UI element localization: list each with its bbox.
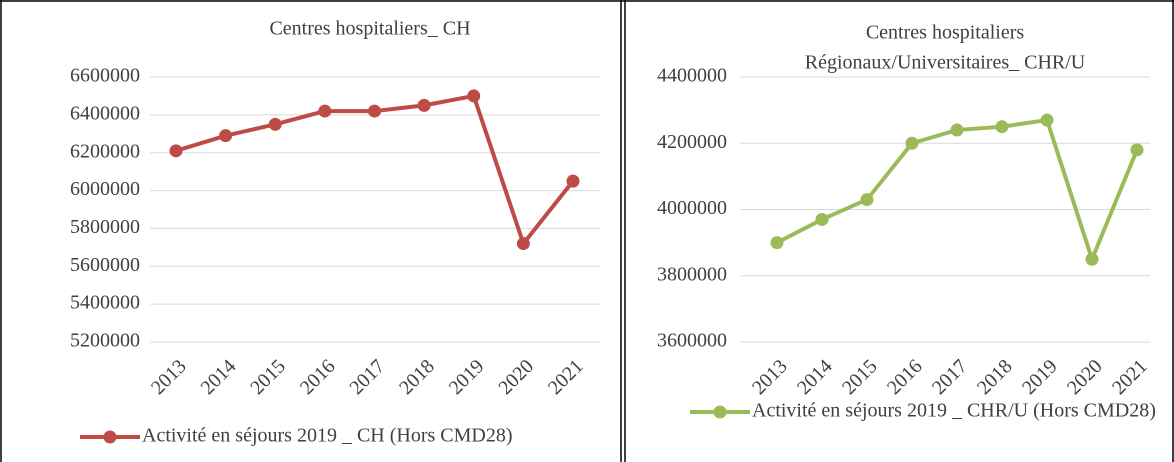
data-point <box>770 236 784 250</box>
y-tick-label: 5400000 <box>70 292 140 314</box>
data-point <box>815 212 829 226</box>
y-tick-label: 4400000 <box>657 65 727 87</box>
y-tick-label: 5800000 <box>70 216 140 238</box>
legend-marker <box>103 430 117 444</box>
y-tick-label: 6400000 <box>70 102 140 124</box>
y-tick-label: 6600000 <box>70 65 140 87</box>
data-point <box>169 144 183 158</box>
data-point <box>368 104 381 118</box>
data-point <box>860 193 874 207</box>
y-tick-label: 4000000 <box>657 197 727 219</box>
chart-title: Centres hospitaliers <box>866 22 1025 44</box>
y-tick-label: 6200000 <box>70 140 140 162</box>
legend-label: Activité en séjours 2019 _ CHR/U (Hors C… <box>752 400 1156 422</box>
legend-label: Activité en séjours 2019 _ CH (Hors CMD2… <box>142 425 513 447</box>
data-point <box>950 123 964 137</box>
chart-title: Régionaux/Universitaires_ CHR/U <box>805 52 1086 74</box>
data-point <box>1085 252 1099 266</box>
data-point <box>1040 113 1054 127</box>
y-tick-label: 6000000 <box>70 178 140 200</box>
data-point <box>516 237 530 251</box>
data-point <box>905 136 919 150</box>
data-point <box>467 89 481 103</box>
data-point <box>566 174 580 188</box>
y-tick-label: 5600000 <box>70 254 140 276</box>
data-point <box>268 117 282 131</box>
y-tick-label: 5200000 <box>70 330 140 352</box>
y-tick-label: 3600000 <box>657 330 727 352</box>
data-point <box>1130 143 1144 157</box>
data-point <box>417 98 431 112</box>
y-tick-label: 4200000 <box>657 131 727 153</box>
chart-title: Centres hospitaliers_ CH <box>269 18 470 40</box>
y-tick-label: 3800000 <box>657 263 727 285</box>
legend-marker <box>713 405 727 419</box>
data-point <box>219 129 233 143</box>
data-point <box>318 104 332 118</box>
data-point <box>995 120 1009 134</box>
